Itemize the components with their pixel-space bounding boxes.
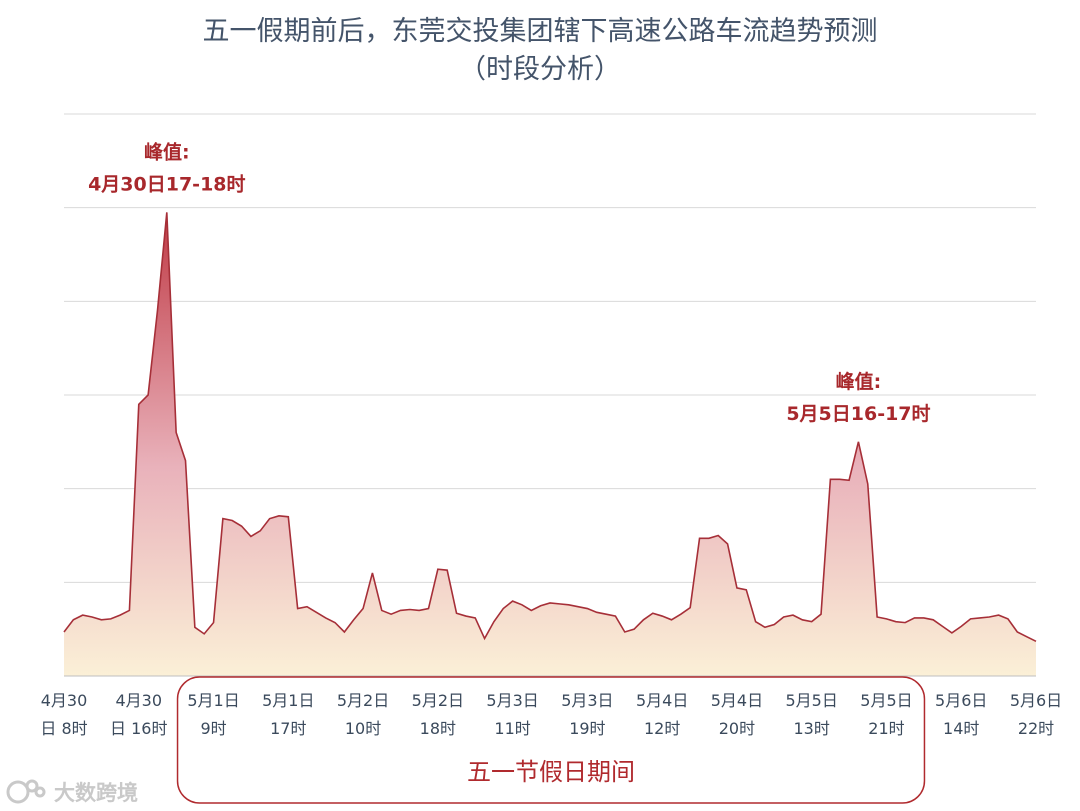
x-tick-label-line1: 5月3日 [561, 691, 613, 710]
watermark: 大数跨境 [6, 779, 138, 805]
traffic-line [63, 212, 1037, 643]
x-tick-label-line2: 日 8时 [40, 719, 87, 738]
x-tick-label-line1: 5月1日 [262, 691, 314, 710]
x-tick-label-line1: 5月2日 [337, 691, 389, 710]
x-tick-label-line2: 日 16时 [110, 719, 167, 738]
x-tick-label-line2: 17时 [270, 719, 306, 738]
peak-label: 峰值: [144, 140, 190, 163]
x-tick-label-line2: 10时 [345, 719, 381, 738]
x-tick-label-line2: 19时 [569, 719, 605, 738]
chart-subtitle: （时段分析） [459, 54, 621, 85]
x-tick-label-line1: 5月6日 [1010, 691, 1062, 710]
holiday-period-box [176, 676, 926, 804]
x-tick-label-line2: 21时 [868, 719, 904, 738]
x-tick-label-line2: 13时 [794, 719, 830, 738]
x-tick-label-line1: 5月4日 [711, 691, 763, 710]
x-tick-label-line2: 12时 [644, 719, 680, 738]
x-tick-label-line2: 11时 [494, 719, 530, 738]
peak-detail: 5月5日16-17时 [786, 403, 930, 425]
x-tick-label-line1: 5月4日 [636, 691, 688, 710]
x-tick-label-line2: 20时 [719, 719, 755, 738]
x-tick-label-line1: 4月30 [115, 691, 162, 710]
x-axis-ticks: 4月30 日 8时 4月30 日 16时 5月1日 9时 5月1日 17时 5月2日 10时 5月2… [40, 691, 1062, 738]
x-tick-label-line2: 18时 [420, 719, 456, 738]
peak-label: 峰值: [836, 370, 882, 393]
x-tick-label-line1: 5月2日 [412, 691, 464, 710]
x-tick-label-line2: 9时 [200, 719, 226, 738]
watermark-text: 大数跨境 [54, 781, 138, 805]
x-tick-label-line1: 5月5日 [786, 691, 838, 710]
x-tick-label-line2: 22时 [1018, 719, 1054, 738]
x-tick-label-line2: 14时 [943, 719, 979, 738]
bubble-logo-icon [6, 779, 46, 804]
holiday-period-label: 五一节假日期间 [467, 758, 635, 786]
chart-title: 五一假期前后，东莞交投集团辖下高速公路车流趋势预测 [203, 16, 878, 47]
x-tick-label-line1: 5月1日 [187, 691, 239, 710]
x-tick-label-line1: 5月6日 [935, 691, 987, 710]
x-tick-label-line1: 5月5日 [860, 691, 912, 710]
x-tick-label-line1: 5月3日 [486, 691, 538, 710]
peak-detail: 4月30日17-18时 [88, 173, 245, 195]
traffic-area [64, 212, 1036, 676]
x-tick-label-line1: 4月30 [41, 691, 88, 710]
